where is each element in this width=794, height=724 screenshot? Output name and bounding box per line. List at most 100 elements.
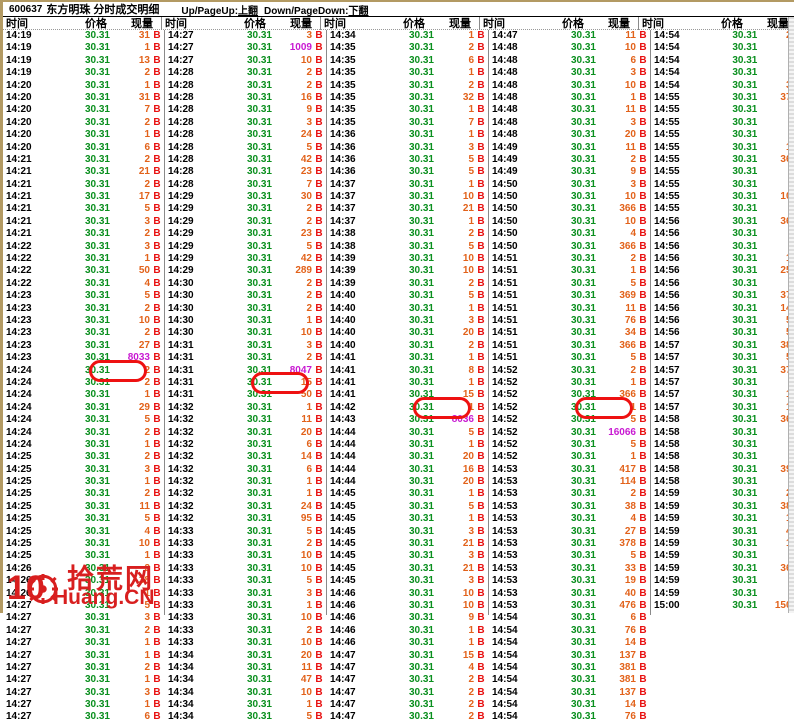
table-row[interactable]: 14:52 30.31 1 B [489, 402, 650, 414]
table-row[interactable]: 14:54 30.31 137 B [489, 650, 650, 662]
table-row[interactable]: 14:46 30.31 1 B [327, 625, 488, 637]
table-row[interactable]: 14:41 30.31 1 B [327, 377, 488, 389]
table-row[interactable]: 14:53 30.31 2 B [489, 488, 650, 500]
table-row[interactable]: 14:51 30.31 369 B [489, 290, 650, 302]
table-row[interactable]: 14:45 30.31 1 B [327, 513, 488, 525]
table-row[interactable]: 14:28 30.31 16 B [165, 92, 326, 104]
table-row[interactable]: 14:32 30.31 1 B [165, 402, 326, 414]
table-row[interactable]: 14:33 30.31 3 B [165, 588, 326, 600]
table-row[interactable]: 14:34 30.31 10 B [165, 687, 326, 699]
table-row[interactable]: 14:27 30.31 6 B [3, 711, 164, 723]
table-row[interactable]: 14:28 30.31 2 B [165, 67, 326, 79]
table-row[interactable]: 14:49 30.31 9 B [489, 166, 650, 178]
table-row[interactable]: 14:33 30.31 10 B [165, 563, 326, 575]
table-row[interactable]: 14:54 30.31 6 B [489, 612, 650, 624]
table-row[interactable]: 14:37 30.31 10 B [327, 191, 488, 203]
table-row[interactable]: 14:51 30.31 11 B [489, 303, 650, 315]
table-row[interactable]: 14:36 30.31 1 B [327, 129, 488, 141]
table-row[interactable]: 14:33 30.31 1 B [165, 600, 326, 612]
table-row[interactable]: 14:47 30.31 4 B [327, 662, 488, 674]
table-row[interactable]: 14:49 30.31 2 B [489, 154, 650, 166]
table-row[interactable]: 14:20 30.31 6 B [3, 142, 164, 154]
table-row[interactable]: 14:54 30.31 76 B [489, 711, 650, 723]
table-row[interactable]: 14:22 30.31 4 B [3, 278, 164, 290]
table-row[interactable]: 14:35 30.31 2 B [327, 42, 488, 54]
table-row[interactable]: 14:47 30.31 2 B [327, 699, 488, 711]
table-row[interactable]: 14:40 30.31 1 B [327, 303, 488, 315]
table-row[interactable]: 14:51 30.31 1 B [489, 265, 650, 277]
table-row[interactable]: 14:28 30.31 23 B [165, 166, 326, 178]
table-row[interactable]: 14:34 30.31 20 B [165, 650, 326, 662]
table-row[interactable]: 14:44 30.31 16 B [327, 464, 488, 476]
table-row[interactable]: 14:53 30.31 114 B [489, 476, 650, 488]
table-row[interactable]: 14:29 30.31 289 B [165, 265, 326, 277]
table-row[interactable]: 14:54 30.31 76 B [489, 625, 650, 637]
table-row[interactable]: 14:48 30.31 10 B [489, 42, 650, 54]
table-row[interactable]: 14:27 30.31 2 B [3, 625, 164, 637]
table-row[interactable]: 14:46 30.31 9 B [327, 612, 488, 624]
table-row[interactable]: 14:30 30.31 2 B [165, 278, 326, 290]
table-row[interactable]: 14:41 30.31 15 B [327, 389, 488, 401]
table-row[interactable]: 14:39 30.31 10 B [327, 265, 488, 277]
table-row[interactable]: 14:33 30.31 5 B [165, 575, 326, 587]
table-row[interactable]: 14:30 30.31 2 B [165, 303, 326, 315]
table-row[interactable]: 14:52 30.31 1 B [489, 451, 650, 463]
table-row[interactable]: 14:51 30.31 5 B [489, 352, 650, 364]
table-row[interactable]: 14:27 30.31 3 B [165, 30, 326, 42]
table-row[interactable]: 14:36 30.31 3 B [327, 142, 488, 154]
table-row[interactable]: 14:19 30.31 13 B [3, 55, 164, 67]
tick-grid[interactable]: 14:19 30.31 31 B 14:19 30.31 1 B 14:19 30.31 13 B 14… [3, 30, 794, 722]
table-row[interactable]: 14:52 30.31 16066 B [489, 427, 650, 439]
vertical-scrollbar[interactable] [788, 17, 794, 613]
table-row[interactable]: 14:41 30.31 1 B [327, 352, 488, 364]
table-row[interactable]: 14:32 30.31 6 B [165, 439, 326, 451]
table-row[interactable]: 14:51 30.31 2 B [489, 253, 650, 265]
table-row[interactable]: 14:33 30.31 10 B [165, 550, 326, 562]
table-row[interactable]: 14:44 30.31 20 B [327, 476, 488, 488]
table-row[interactable]: 14:35 30.31 32 B [327, 92, 488, 104]
table-row[interactable]: 14:31 30.31 3 B [165, 340, 326, 352]
table-row[interactable]: 14:20 30.31 7 B [3, 104, 164, 116]
table-row[interactable]: 14:47 30.31 2 B [327, 674, 488, 686]
table-row[interactable]: 14:27 30.31 1 B [3, 637, 164, 649]
table-row[interactable]: 14:25 30.31 2 B [3, 451, 164, 463]
table-row[interactable]: 14:22 30.31 50 B [3, 265, 164, 277]
table-row[interactable]: 14:34 30.31 1 B [327, 30, 488, 42]
table-row[interactable]: 14:48 30.31 3 B [489, 117, 650, 129]
table-row[interactable]: 14:48 30.31 3 B [489, 67, 650, 79]
table-row[interactable]: 14:35 30.31 2 B [327, 80, 488, 92]
table-row[interactable]: 14:31 30.31 2 B [165, 352, 326, 364]
table-row[interactable]: 14:49 30.31 11 B [489, 142, 650, 154]
table-row[interactable]: 14:26 30.31 3 B [3, 563, 164, 575]
table-row[interactable]: 14:24 30.31 29 B [3, 402, 164, 414]
table-row[interactable]: 14:50 30.31 10 B [489, 216, 650, 228]
table-row[interactable]: 14:45 30.31 21 B [327, 538, 488, 550]
table-row[interactable]: 14:53 30.31 27 B [489, 526, 650, 538]
table-row[interactable]: 14:27 30.31 2 B [3, 662, 164, 674]
table-row[interactable]: 14:34 30.31 5 B [165, 711, 326, 723]
table-row[interactable]: 14:53 30.31 19 B [489, 575, 650, 587]
table-row[interactable]: 14:51 30.31 34 B [489, 327, 650, 339]
table-row[interactable]: 14:20 30.31 1 B [3, 80, 164, 92]
table-row[interactable]: 14:37 30.31 1 B [327, 216, 488, 228]
table-row[interactable]: 14:25 30.31 2 B [3, 488, 164, 500]
table-row[interactable]: 14:54 30.31 14 B [489, 699, 650, 711]
table-row[interactable]: 14:35 30.31 1 B [327, 104, 488, 116]
table-row[interactable]: 14:27 30.31 1 B [3, 699, 164, 711]
